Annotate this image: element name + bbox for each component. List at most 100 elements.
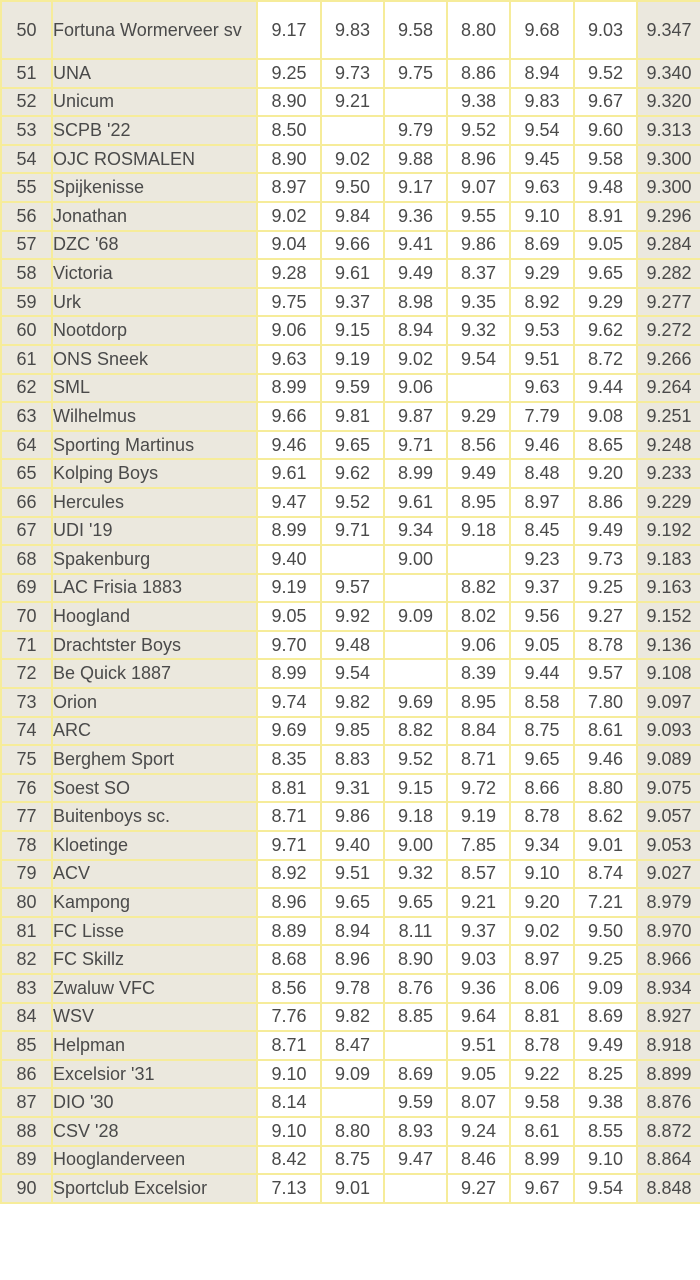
rank-cell: 77: [0, 801, 53, 833]
score-cell: 9.05: [573, 229, 638, 261]
score-cell: 8.81: [256, 772, 322, 804]
score-cell: 9.00: [383, 544, 448, 575]
score-cell: 9.67: [509, 1173, 575, 1204]
score-cell: 9.10: [573, 1144, 638, 1176]
total-score-cell: 9.136: [636, 629, 700, 661]
total-score-cell: 9.320: [636, 86, 700, 118]
score-cell: 8.75: [509, 715, 575, 747]
score-cell: 8.48: [509, 458, 575, 489]
score-cell: 8.84: [446, 715, 511, 747]
score-cell: 8.69: [573, 1001, 638, 1033]
score-cell: [383, 86, 448, 118]
score-cell: 8.92: [256, 858, 322, 890]
score-cell: 9.52: [573, 58, 638, 89]
score-cell: 7.21: [573, 887, 638, 918]
club-name-cell: Kloetinge: [51, 830, 258, 861]
score-cell: 9.72: [446, 772, 511, 804]
score-cell: 9.58: [509, 1087, 575, 1118]
score-cell: 9.28: [256, 258, 322, 289]
rank-cell: 60: [0, 315, 53, 346]
score-cell: 9.54: [320, 658, 385, 690]
score-cell: 9.05: [446, 1058, 511, 1090]
table-row: 61 ONS Sneek 9.63 9.19 9.02 9.54 9.51 8.72 9.266: [0, 343, 700, 375]
total-score-cell: 8.848: [636, 1173, 700, 1204]
score-cell: 9.38: [446, 86, 511, 118]
table-row: 65 Kolping Boys 9.61 9.62 8.99 9.49 8.48 9.20 9.…: [0, 458, 700, 489]
rank-cell: 81: [0, 915, 53, 947]
table-row: 85 Helpman 8.71 8.47 9.51 8.78 9.49 8.918: [0, 1030, 700, 1061]
score-cell: 8.96: [256, 887, 322, 918]
score-cell: 9.88: [383, 143, 448, 175]
score-cell: 9.52: [383, 744, 448, 775]
score-cell: 8.68: [256, 944, 322, 975]
score-cell: 9.10: [256, 1115, 322, 1147]
table-row: 54 OJC ROSMALEN 8.90 9.02 9.88 8.96 9.45 9.58 9.…: [0, 143, 700, 175]
club-name-cell: ARC: [51, 715, 258, 747]
score-cell: 8.02: [446, 601, 511, 632]
score-cell: 9.51: [320, 858, 385, 890]
club-name-cell: DIO '30: [51, 1087, 258, 1118]
score-cell: 8.72: [573, 343, 638, 375]
score-cell: 8.89: [256, 915, 322, 947]
club-name-cell: WSV: [51, 1001, 258, 1033]
score-cell: 8.99: [256, 515, 322, 547]
rank-cell: 87: [0, 1087, 53, 1118]
score-cell: 9.04: [256, 229, 322, 261]
total-score-cell: 8.966: [636, 944, 700, 975]
rank-cell: 52: [0, 86, 53, 118]
score-cell: 9.46: [256, 429, 322, 461]
score-cell: 9.50: [320, 172, 385, 203]
table-row: 70 Hoogland 9.05 9.92 9.09 8.02 9.56 9.27 9.152: [0, 601, 700, 632]
score-cell: 9.01: [320, 1173, 385, 1204]
total-score-cell: 9.053: [636, 830, 700, 861]
score-cell: 8.11: [383, 915, 448, 947]
rank-cell: 66: [0, 486, 53, 518]
score-cell: 8.56: [256, 973, 322, 1004]
score-cell: 9.52: [446, 115, 511, 146]
score-cell: 8.57: [446, 858, 511, 890]
score-cell: 8.94: [320, 915, 385, 947]
table-row: 51 UNA 9.25 9.73 9.75 8.86 8.94 9.52 9.340: [0, 58, 700, 89]
total-score-cell: 9.192: [636, 515, 700, 547]
table-row: 75 Berghem Sport 8.35 8.83 9.52 8.71 9.65 9.46 9…: [0, 744, 700, 775]
score-cell: 9.73: [573, 544, 638, 575]
table-row: 66 Hercules 9.47 9.52 9.61 8.95 8.97 8.86 9.229: [0, 486, 700, 518]
club-name-cell: FC Skillz: [51, 944, 258, 975]
table-row: 58 Victoria 9.28 9.61 9.49 8.37 9.29 9.65 9.282: [0, 258, 700, 289]
score-cell: 8.71: [256, 1030, 322, 1061]
score-cell: 8.07: [446, 1087, 511, 1118]
rank-cell: 72: [0, 658, 53, 690]
score-cell: 9.19: [256, 572, 322, 604]
score-cell: 9.54: [446, 343, 511, 375]
score-cell: 9.23: [509, 544, 575, 575]
score-cell: 8.35: [256, 744, 322, 775]
score-cell: 9.48: [573, 172, 638, 203]
rank-cell: 90: [0, 1173, 53, 1204]
score-cell: 9.17: [383, 172, 448, 203]
score-cell: 8.90: [256, 86, 322, 118]
score-cell: 8.71: [256, 801, 322, 833]
table-row: 74 ARC 9.69 9.85 8.82 8.84 8.75 8.61 9.093: [0, 715, 700, 747]
total-score-cell: 9.340: [636, 58, 700, 89]
score-cell: 9.31: [320, 772, 385, 804]
score-cell: 9.52: [320, 486, 385, 518]
score-cell: 9.01: [573, 830, 638, 861]
ranking-table: 50 Fortuna Wormerveer sv 9.17 9.83 9.58 8.80 9…: [0, 0, 700, 1204]
club-name-cell: Be Quick 1887: [51, 658, 258, 690]
score-cell: 8.61: [509, 1115, 575, 1147]
rank-cell: 88: [0, 1115, 53, 1147]
score-cell: 9.78: [320, 973, 385, 1004]
score-cell: 9.20: [573, 458, 638, 489]
total-score-cell: 8.899: [636, 1058, 700, 1090]
score-cell: 9.71: [383, 429, 448, 461]
total-score-cell: 9.248: [636, 429, 700, 461]
score-cell: 8.78: [573, 629, 638, 661]
table-row: 73 Orion 9.74 9.82 9.69 8.95 8.58 7.80 9.097: [0, 687, 700, 718]
score-cell: 9.79: [383, 115, 448, 146]
score-cell: 8.74: [573, 858, 638, 890]
score-cell: 8.82: [383, 715, 448, 747]
score-cell: 9.59: [383, 1087, 448, 1118]
score-cell: 9.20: [509, 887, 575, 918]
score-cell: 8.91: [573, 200, 638, 232]
club-name-cell: Hercules: [51, 486, 258, 518]
